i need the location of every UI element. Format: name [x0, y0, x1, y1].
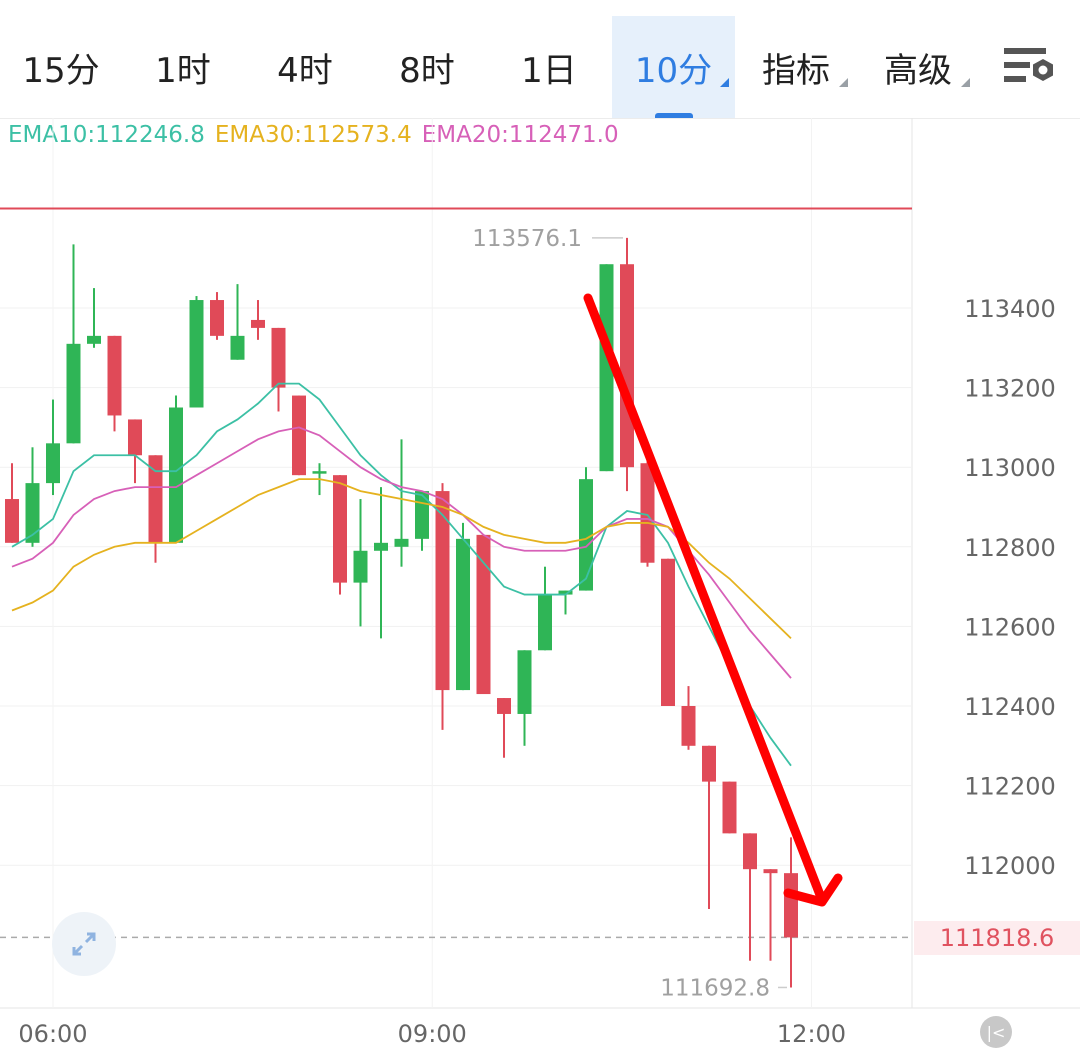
candle-body [620, 264, 634, 468]
candle-body [87, 335, 101, 344]
tab-indicators[interactable]: 指标 [735, 16, 857, 118]
tab-label: 4时 [277, 50, 333, 91]
candle-body [415, 491, 429, 539]
ema-legend: EMA10:112246.8 EMA30:112573.4 EMA20:1124… [8, 122, 619, 152]
candle-body [148, 455, 163, 543]
candle-body [599, 264, 614, 472]
candle-body [292, 395, 306, 476]
active-tab-underline [654, 113, 693, 118]
scroll-to-latest-button[interactable]: |< [980, 1016, 1012, 1048]
candle-body [66, 343, 81, 444]
candle-body [230, 335, 245, 360]
expand-arrows-icon [72, 932, 96, 956]
tab-1h[interactable]: 1时 [122, 16, 244, 118]
candle-body [702, 745, 716, 782]
y-tick-label: 113200 [964, 375, 1056, 403]
tab-15m[interactable]: 15分 [0, 16, 122, 118]
ema-line-ema20 [11, 426, 792, 679]
tab-10m[interactable]: 10分 [612, 16, 735, 118]
candle-body [251, 319, 265, 328]
expand-chart-button[interactable] [52, 912, 116, 976]
tab-label: 8时 [399, 50, 455, 91]
candle-body [476, 534, 491, 695]
candle-body [743, 833, 757, 870]
candle-body [763, 869, 778, 874]
candle-body [435, 491, 450, 691]
legend-ema20: EMA20:112471.0 [421, 122, 619, 148]
candle-body [353, 550, 368, 583]
candle-body [681, 706, 696, 746]
y-tick-label: 113400 [964, 295, 1056, 323]
candle-body [456, 538, 470, 691]
tab-label: 1时 [155, 50, 211, 91]
candle-body [210, 300, 224, 336]
max-price-label: 113576.1 [472, 226, 582, 252]
x-tick-label: 09:00 [398, 1020, 467, 1048]
candle-body [107, 335, 122, 416]
skip-back-icon: |< [986, 1022, 1006, 1042]
downtrend-arrow-shaft [583, 293, 827, 905]
tab-label: 指标 [762, 50, 830, 91]
tab-label: 1日 [521, 50, 577, 91]
candle-body [46, 443, 60, 484]
chart-settings-icon[interactable] [1000, 42, 1058, 92]
tab-4h[interactable]: 4时 [244, 16, 366, 118]
candle-body [579, 479, 593, 591]
candle-body [169, 407, 183, 543]
candle-body [722, 781, 737, 834]
candle-body [189, 300, 204, 408]
candle-body [271, 327, 286, 388]
tab-label: 15分 [22, 50, 100, 91]
candle-body [128, 419, 142, 456]
ema-line-ema10 [11, 382, 792, 767]
tab-advanced[interactable]: 高级 [857, 16, 979, 118]
tab-1d[interactable]: 1日 [488, 16, 610, 118]
candle-body [538, 594, 552, 651]
x-tick-label: 12:00 [777, 1020, 846, 1048]
ema-line-ema30 [11, 478, 792, 639]
legend-ema30: EMA30:112573.4 [214, 122, 412, 148]
y-tick-label: 112600 [964, 613, 1056, 641]
y-tick-label: 112800 [964, 534, 1056, 562]
x-tick-label: 06:00 [18, 1020, 87, 1048]
legend-ema10: EMA10:112246.8 [8, 122, 205, 148]
candle-body [661, 558, 675, 706]
y-tick-label: 112200 [964, 773, 1056, 801]
current-price-badge: 111818.6 [914, 921, 1080, 955]
tab-label: 高级 [884, 50, 952, 91]
candle-body [784, 873, 798, 938]
y-tick-label: 112000 [964, 852, 1056, 880]
candle-body [25, 483, 40, 543]
downtrend-arrow-head [783, 873, 843, 907]
period-toolbar: 15分 1时 4时 8时 1日 10分 指标 高级 [0, 0, 1080, 119]
candle-body [558, 590, 573, 595]
candle-body [640, 463, 655, 563]
candle-body [374, 542, 388, 551]
tab-label: 10分 [634, 50, 713, 91]
tab-8h[interactable]: 8时 [366, 16, 488, 118]
candle-body [517, 650, 532, 714]
candle-body [5, 499, 19, 543]
min-price-label: 111692.8 [660, 975, 770, 1001]
candle-body [312, 471, 327, 474]
candle-body [333, 475, 347, 583]
candle-body [394, 538, 409, 547]
y-tick-label: 112400 [964, 693, 1056, 721]
y-tick-label: 113000 [964, 454, 1056, 482]
dropdown-triangle-icon [720, 78, 729, 87]
candle-body [497, 698, 511, 714]
dropdown-triangle-icon [839, 78, 848, 87]
dropdown-triangle-icon [961, 78, 970, 87]
